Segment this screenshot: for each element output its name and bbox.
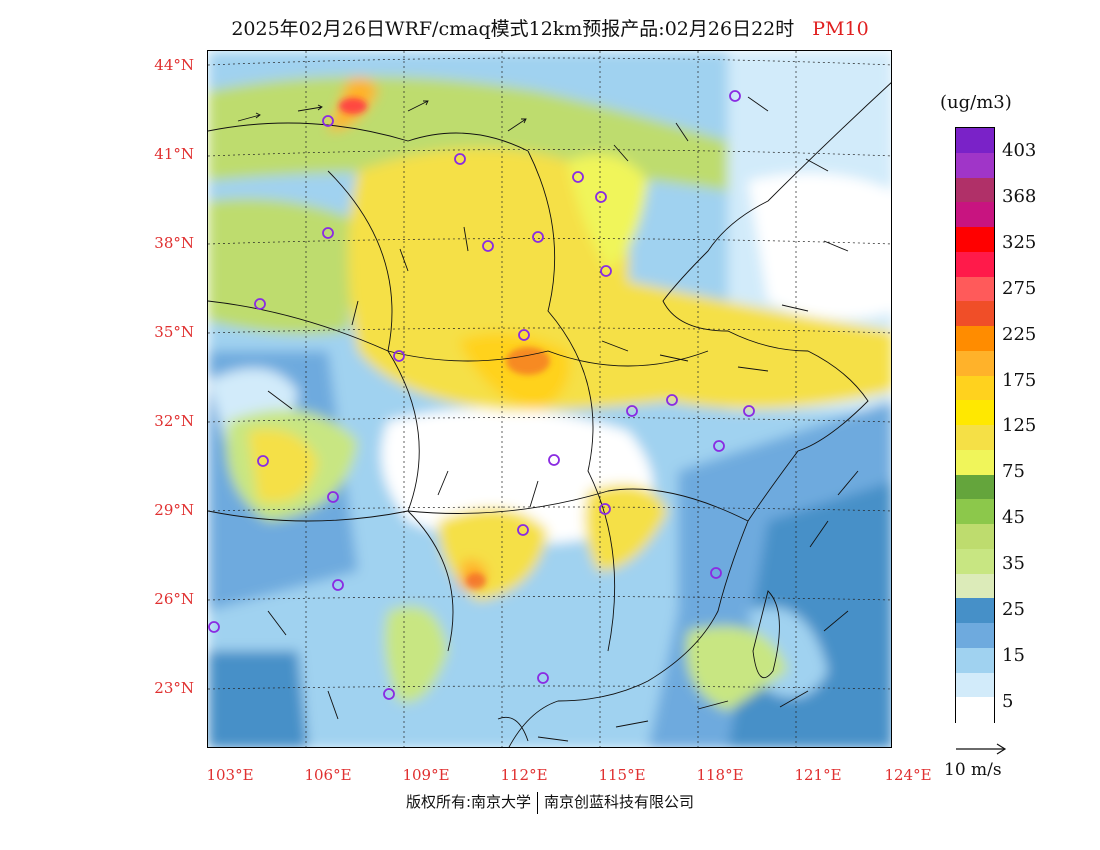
- lon-label-124: 124°E: [884, 766, 932, 784]
- lat-label-41: 41°N: [154, 145, 194, 163]
- colorbar-segment: [956, 499, 994, 525]
- colorbar-segment: [956, 623, 994, 649]
- colorbar-label: 325: [1002, 231, 1037, 253]
- city-markers: [208, 90, 755, 700]
- colorbar: [955, 127, 995, 723]
- title-variable: PM10: [812, 18, 869, 40]
- wind-reference-label: 10 m/s: [944, 760, 1002, 780]
- lat-label-44: 44°N: [154, 56, 194, 74]
- colorbar-segment: [956, 672, 994, 698]
- lon-label-103: 103°E: [206, 766, 254, 784]
- colorbar-segment: [956, 350, 994, 376]
- colorbar-segment: [956, 128, 994, 154]
- colorbar-label: 403: [1002, 140, 1037, 161]
- colorbar-segment: [956, 474, 994, 500]
- wind-reference-arrow: [956, 743, 1007, 755]
- colorbar-segment: [956, 276, 994, 302]
- wind-vectors: [237, 96, 859, 742]
- colorbar-label: 125: [1002, 415, 1037, 437]
- colorbar-segment: [956, 449, 994, 475]
- colorbar-segment: [956, 177, 994, 203]
- map-title: 2025年02月26日WRF/cmaq模式12km预报产品:02月26日22时 P…: [0, 14, 1100, 41]
- title-text: 2025年02月26日WRF/cmaq模式12km预报产品:02月26日22时: [231, 18, 795, 40]
- colorbar-segment: [956, 152, 994, 178]
- colorbar-label: 45: [1002, 507, 1025, 529]
- colorbar-segment: [956, 251, 994, 277]
- lat-label-38: 38°N: [154, 234, 194, 252]
- colorbar-label: 35: [1002, 553, 1025, 575]
- colorbar-segment: [956, 647, 994, 673]
- colorbar-segment: [956, 697, 994, 723]
- colorbar-segment: [956, 326, 994, 352]
- footer-separator: [537, 791, 539, 814]
- colorbar-label: 5: [1002, 690, 1014, 712]
- lon-label-118: 118°E: [696, 766, 744, 784]
- colorbar-segment: [956, 598, 994, 624]
- lon-label-115: 115°E: [598, 766, 646, 784]
- lat-label-26: 26°N: [154, 590, 194, 608]
- colorbar-segment: [956, 202, 994, 228]
- lon-label-106: 106°E: [304, 766, 352, 784]
- colorbar-segment: [956, 227, 994, 253]
- lon-label-121: 121°E: [794, 766, 842, 784]
- lon-label-112: 112°E: [500, 766, 548, 784]
- colorbar-segment: [956, 301, 994, 327]
- colorbar-unit: (ug/m3): [940, 92, 1012, 113]
- colorbar-label: 25: [1002, 599, 1025, 620]
- lat-label-35: 35°N: [154, 323, 194, 341]
- copyright-footer: 版权所有:南京大学 南京创蓝科技有限公司: [0, 791, 1100, 814]
- concentration-map: [208, 51, 891, 747]
- colorbar-segment: [956, 425, 994, 451]
- colorbar-segment: [956, 548, 994, 574]
- lat-label-29: 29°N: [154, 501, 194, 519]
- copyright-owner: 版权所有:南京大学: [405, 793, 532, 811]
- copyright-company: 南京创蓝科技有限公司: [544, 793, 695, 811]
- colorbar-label: 175: [1002, 369, 1037, 391]
- colorbar-segment: [956, 375, 994, 401]
- colorbar-label: 15: [1002, 644, 1025, 666]
- colorbar-label: 368: [1002, 185, 1037, 207]
- colorbar-label: 225: [1002, 323, 1037, 345]
- lat-label-23: 23°N: [154, 679, 194, 697]
- colorbar-label: 75: [1002, 461, 1025, 483]
- lat-label-32: 32°N: [154, 412, 194, 430]
- colorbar-segment: [956, 573, 994, 599]
- colorbar-segment: [956, 400, 994, 426]
- colorbar-segment: [956, 524, 994, 550]
- colorbar-label: 275: [1002, 277, 1037, 299]
- map-panel[interactable]: [207, 50, 892, 748]
- lon-label-109: 109°E: [402, 766, 450, 784]
